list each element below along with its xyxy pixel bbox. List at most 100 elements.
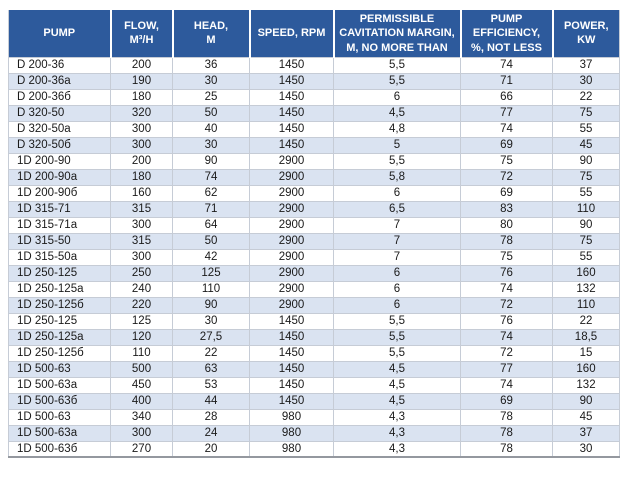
- cell-power: 160: [552, 360, 620, 378]
- cell-speed: 1450: [249, 88, 334, 106]
- cell-head: 110: [172, 280, 250, 298]
- cell-cavitation-margin: 4,3: [333, 424, 461, 442]
- cell-pump: 1D 315-50a: [8, 248, 111, 266]
- cell-speed: 2900: [249, 184, 334, 202]
- cell-head: 74: [172, 168, 250, 186]
- cell-power: 110: [552, 200, 620, 218]
- cell-cavitation-margin: 6: [333, 264, 461, 282]
- cell-pump: 1D 500-63a: [8, 376, 111, 394]
- cell-efficiency: 78: [460, 408, 553, 426]
- cell-head: 36: [172, 56, 250, 74]
- col-header-pump: PUMP: [8, 10, 111, 58]
- cell-flow: 320: [110, 104, 173, 122]
- table-row: 1D 250-125б 110 22 1450 5,5 72 15: [8, 344, 620, 362]
- cell-cavitation-margin: 6,5: [333, 200, 461, 218]
- cell-cavitation-margin: 4,3: [333, 440, 461, 458]
- cell-pump: D 200-36б: [8, 88, 111, 106]
- cell-flow: 340: [110, 408, 173, 426]
- cell-head: 27,5: [172, 328, 250, 346]
- cell-flow: 160: [110, 184, 173, 202]
- cell-speed: 1450: [249, 56, 334, 74]
- cell-power: 55: [552, 184, 620, 202]
- cell-pump: 1D 250-125a: [8, 328, 111, 346]
- table-row: 1D 500-63б 270 20 980 4,3 78 30: [8, 440, 620, 458]
- cell-efficiency: 75: [460, 248, 553, 266]
- pump-spec-table: PUMP FLOW, M³/H HEAD, M SPEED, RPM PERMI…: [8, 10, 620, 459]
- cell-speed: 2900: [249, 296, 334, 314]
- cell-pump: D 320-50: [8, 104, 111, 122]
- table-row: 1D 200-90a 180 74 2900 5,8 72 75: [8, 168, 620, 186]
- cell-efficiency: 83: [460, 200, 553, 218]
- cell-flow: 190: [110, 72, 173, 90]
- cell-pump: 1D 500-63a: [8, 424, 111, 442]
- cell-cavitation-margin: 4,8: [333, 120, 461, 138]
- cell-pump: 1D 500-63: [8, 360, 111, 378]
- cell-cavitation-margin: 4,5: [333, 392, 461, 410]
- cell-cavitation-margin: 5: [333, 136, 461, 154]
- cell-power: 15: [552, 344, 620, 362]
- cell-pump: D 320-50a: [8, 120, 111, 138]
- cell-efficiency: 66: [460, 88, 553, 106]
- cell-speed: 980: [249, 424, 334, 442]
- cell-pump: 1D 315-71: [8, 200, 111, 218]
- cell-flow: 250: [110, 264, 173, 282]
- cell-efficiency: 75: [460, 152, 553, 170]
- cell-head: 24: [172, 424, 250, 442]
- cell-cavitation-margin: 4,5: [333, 360, 461, 378]
- cell-speed: 1450: [249, 392, 334, 410]
- cell-head: 22: [172, 344, 250, 362]
- cell-power: 132: [552, 280, 620, 298]
- cell-efficiency: 69: [460, 184, 553, 202]
- cell-speed: 1450: [249, 328, 334, 346]
- table-row: 1D 250-125 250 125 2900 6 76 160: [8, 264, 620, 282]
- cell-pump: D 320-50б: [8, 136, 111, 154]
- table-header: PUMP FLOW, M³/H HEAD, M SPEED, RPM PERMI…: [8, 10, 620, 58]
- cell-flow: 110: [110, 344, 173, 362]
- cell-flow: 315: [110, 200, 173, 218]
- cell-flow: 240: [110, 280, 173, 298]
- cell-speed: 2900: [249, 280, 334, 298]
- cell-efficiency: 69: [460, 392, 553, 410]
- cell-efficiency: 74: [460, 376, 553, 394]
- cell-speed: 980: [249, 408, 334, 426]
- cell-power: 22: [552, 312, 620, 330]
- cell-head: 30: [172, 136, 250, 154]
- col-header-speed: SPEED, RPM: [248, 10, 334, 58]
- cell-efficiency: 74: [460, 328, 553, 346]
- cell-speed: 980: [249, 440, 334, 458]
- cell-cavitation-margin: 5,8: [333, 168, 461, 186]
- cell-flow: 200: [110, 56, 173, 74]
- cell-efficiency: 72: [460, 344, 553, 362]
- cell-speed: 1450: [249, 312, 334, 330]
- cell-efficiency: 72: [460, 296, 553, 314]
- cell-power: 90: [552, 392, 620, 410]
- cell-cavitation-margin: 5,5: [333, 152, 461, 170]
- cell-cavitation-margin: 5,5: [333, 56, 461, 74]
- cell-efficiency: 74: [460, 120, 553, 138]
- cell-efficiency: 74: [460, 280, 553, 298]
- cell-head: 30: [172, 312, 250, 330]
- table-row: 1D 315-71a 300 64 2900 7 80 90: [8, 216, 620, 234]
- cell-pump: 1D 500-63б: [8, 392, 111, 410]
- cell-power: 55: [552, 248, 620, 266]
- cell-head: 44: [172, 392, 250, 410]
- table-row: 1D 250-125б 220 90 2900 6 72 110: [8, 296, 620, 314]
- cell-power: 22: [552, 88, 620, 106]
- cell-head: 50: [172, 232, 250, 250]
- cell-flow: 300: [110, 424, 173, 442]
- cell-power: 75: [552, 104, 620, 122]
- table-row: D 320-50 320 50 1450 4,5 77 75: [8, 104, 620, 122]
- cell-head: 125: [172, 264, 250, 282]
- cell-flow: 200: [110, 152, 173, 170]
- cell-flow: 270: [110, 440, 173, 458]
- cell-power: 18,5: [552, 328, 620, 346]
- cell-power: 75: [552, 168, 620, 186]
- cell-head: 42: [172, 248, 250, 266]
- cell-flow: 300: [110, 136, 173, 154]
- table-row: 1D 200-90 200 90 2900 5,5 75 90: [8, 152, 620, 170]
- table-row: D 200-36б 180 25 1450 6 66 22: [8, 88, 620, 106]
- table-row: 1D 315-71 315 71 2900 6,5 83 110: [8, 200, 620, 218]
- table-row: 1D 250-125a 240 110 2900 6 74 132: [8, 280, 620, 298]
- table-row: 1D 500-63a 300 24 980 4,3 78 37: [8, 424, 620, 442]
- cell-pump: 1D 200-90б: [8, 184, 111, 202]
